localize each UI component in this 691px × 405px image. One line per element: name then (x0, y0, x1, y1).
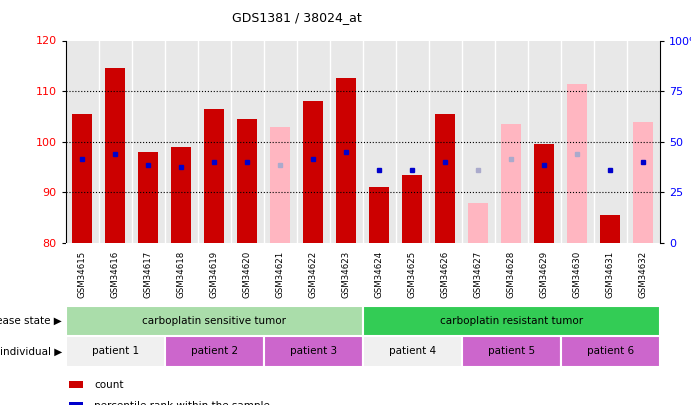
Text: patient 6: patient 6 (587, 346, 634, 356)
Text: GSM34624: GSM34624 (375, 251, 384, 298)
Text: GSM34625: GSM34625 (408, 251, 417, 298)
Bar (468, 202, 489, 243)
Bar (171, 147, 191, 243)
Text: carboplatin sensitive tumor: carboplatin sensitive tumor (142, 316, 286, 326)
Bar (264, 336, 363, 367)
Bar (164, 336, 264, 367)
Bar (66, 306, 363, 336)
Bar (270, 126, 290, 243)
Bar (370, 187, 389, 243)
Text: GSM34631: GSM34631 (606, 251, 615, 298)
Text: patient 1: patient 1 (92, 346, 139, 356)
Text: GSM34620: GSM34620 (243, 251, 252, 298)
Bar (105, 68, 125, 243)
Text: GSM34618: GSM34618 (177, 251, 186, 298)
Bar (73, 114, 92, 243)
Bar (435, 114, 455, 243)
Bar (402, 175, 422, 243)
Text: GSM34619: GSM34619 (209, 251, 219, 298)
Text: GSM34617: GSM34617 (144, 251, 153, 298)
Text: GSM34621: GSM34621 (276, 251, 285, 298)
Text: patient 2: patient 2 (191, 346, 238, 356)
Bar (567, 83, 587, 243)
Text: GSM34627: GSM34627 (474, 251, 483, 298)
Bar (534, 144, 554, 243)
Bar (337, 79, 356, 243)
Text: GSM34630: GSM34630 (573, 251, 582, 298)
Bar (138, 152, 158, 243)
Bar (69, 402, 84, 405)
Bar (303, 101, 323, 243)
Text: GSM34622: GSM34622 (309, 251, 318, 298)
Bar (69, 381, 84, 388)
Bar (205, 109, 224, 243)
Text: patient 4: patient 4 (389, 346, 436, 356)
Text: GSM34623: GSM34623 (342, 251, 351, 298)
Text: percentile rank within the sample: percentile rank within the sample (94, 401, 270, 405)
Text: individual ▶: individual ▶ (0, 346, 62, 356)
Bar (237, 119, 257, 243)
Text: GSM34615: GSM34615 (77, 251, 86, 298)
Bar (561, 336, 660, 367)
Text: patient 3: patient 3 (290, 346, 337, 356)
Text: patient 5: patient 5 (488, 346, 535, 356)
Text: carboplatin resistant tumor: carboplatin resistant tumor (439, 316, 583, 326)
Bar (363, 306, 660, 336)
Text: GSM34616: GSM34616 (111, 251, 120, 298)
Bar (502, 124, 521, 243)
Text: GSM34632: GSM34632 (639, 251, 648, 298)
Text: GSM34628: GSM34628 (507, 251, 516, 298)
Bar (634, 122, 653, 243)
Text: count: count (94, 380, 124, 390)
Text: GSM34629: GSM34629 (540, 251, 549, 298)
Bar (66, 336, 164, 367)
Bar (363, 336, 462, 367)
Text: disease state ▶: disease state ▶ (0, 316, 62, 326)
Bar (462, 336, 561, 367)
Text: GDS1381 / 38024_at: GDS1381 / 38024_at (232, 11, 362, 24)
Text: GSM34626: GSM34626 (441, 251, 450, 298)
Bar (600, 215, 621, 243)
